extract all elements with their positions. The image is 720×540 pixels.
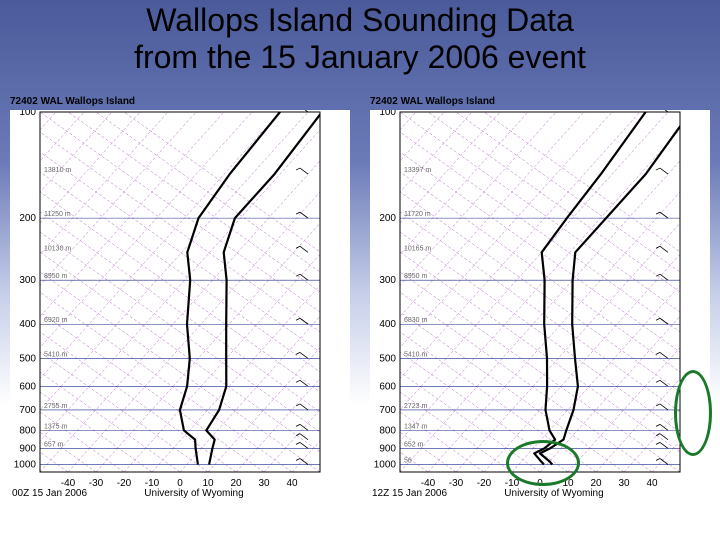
annotation-ellipse-0 xyxy=(506,440,580,486)
svg-text:1000: 1000 xyxy=(14,460,37,471)
svg-text:600: 600 xyxy=(19,381,36,392)
svg-text:40: 40 xyxy=(286,478,298,489)
svg-text:657 m: 657 m xyxy=(44,441,64,448)
svg-text:700: 700 xyxy=(19,405,36,416)
svg-text:700: 700 xyxy=(379,405,396,416)
svg-text:400: 400 xyxy=(19,319,36,330)
svg-text:University of Wyoming: University of Wyoming xyxy=(504,488,603,499)
svg-text:30: 30 xyxy=(258,478,270,489)
svg-text:2723 m: 2723 m xyxy=(404,403,428,410)
svg-text:900: 900 xyxy=(379,443,396,454)
svg-text:8950 m: 8950 m xyxy=(44,273,68,280)
svg-text:00Z 15 Jan 2006: 00Z 15 Jan 2006 xyxy=(12,488,87,499)
chart-header-left: 72402 WAL Wallops Island xyxy=(10,96,135,107)
svg-text:900: 900 xyxy=(19,443,36,454)
svg-text:11720 m: 11720 m xyxy=(404,211,431,218)
svg-text:800: 800 xyxy=(379,425,396,436)
svg-text:500: 500 xyxy=(19,353,36,364)
skewt-svg-left: 100 200 300 400 500 600 700 800 900 1000 16590 m 13… xyxy=(10,110,350,500)
svg-text:5410 m: 5410 m xyxy=(404,351,428,358)
svg-text:100: 100 xyxy=(19,110,36,118)
svg-text:University of Wyoming: University of Wyoming xyxy=(144,488,243,499)
plot-area-left: 100 200 300 400 500 600 700 800 900 1000 16590 m 13… xyxy=(10,110,350,500)
svg-text:-20: -20 xyxy=(477,478,492,489)
slide: Wallops Island Sounding Data from the 15… xyxy=(0,0,720,540)
svg-text:100: 100 xyxy=(379,110,396,118)
svg-text:-30: -30 xyxy=(449,478,464,489)
svg-text:56: 56 xyxy=(404,458,412,465)
title-line-2: from the 15 January 2006 event xyxy=(134,39,586,75)
svg-text:10130 m: 10130 m xyxy=(44,245,71,252)
skewt-chart-00z: 72402 WAL Wallops Island 100200300400500… xyxy=(10,110,350,500)
svg-text:400: 400 xyxy=(379,319,396,330)
svg-text:1000: 1000 xyxy=(374,460,397,471)
svg-text:12Z 15 Jan 2006: 12Z 15 Jan 2006 xyxy=(372,488,447,499)
svg-text:30: 30 xyxy=(618,478,630,489)
svg-text:500: 500 xyxy=(379,353,396,364)
title-line-1: Wallops Island Sounding Data xyxy=(146,2,574,38)
annotation-ellipse-1 xyxy=(674,370,712,456)
svg-text:6830 m: 6830 m xyxy=(404,317,428,324)
svg-text:1347 m: 1347 m xyxy=(404,423,428,430)
slide-title: Wallops Island Sounding Data from the 15… xyxy=(0,2,720,76)
svg-text:-30: -30 xyxy=(89,478,104,489)
skewt-chart-12z: 72402 WAL Wallops Island 100200300400500… xyxy=(370,110,710,500)
svg-text:800: 800 xyxy=(19,425,36,436)
svg-text:13810 m: 13810 m xyxy=(44,167,71,174)
svg-text:40: 40 xyxy=(646,478,658,489)
svg-text:200: 200 xyxy=(379,213,396,224)
svg-text:8950 m: 8950 m xyxy=(404,273,428,280)
svg-text:16590 m: 16590 m xyxy=(44,110,71,112)
svg-text:300: 300 xyxy=(19,275,36,286)
svg-text:5410 m: 5410 m xyxy=(44,351,68,358)
svg-text:652 m: 652 m xyxy=(404,441,424,448)
svg-text:600: 600 xyxy=(379,381,396,392)
svg-text:6920 m: 6920 m xyxy=(44,317,68,324)
svg-text:10165 m: 10165 m xyxy=(404,245,431,252)
svg-text:13397 m: 13397 m xyxy=(404,167,431,174)
svg-text:300: 300 xyxy=(379,275,396,286)
svg-text:16310 m: 16310 m xyxy=(404,110,431,112)
svg-text:-20: -20 xyxy=(117,478,132,489)
svg-text:11250 m: 11250 m xyxy=(44,211,71,218)
svg-text:1375 m: 1375 m xyxy=(44,423,68,430)
svg-text:2755 m: 2755 m xyxy=(44,403,68,410)
chart-header-right: 72402 WAL Wallops Island xyxy=(370,96,495,107)
svg-text:200: 200 xyxy=(19,213,36,224)
